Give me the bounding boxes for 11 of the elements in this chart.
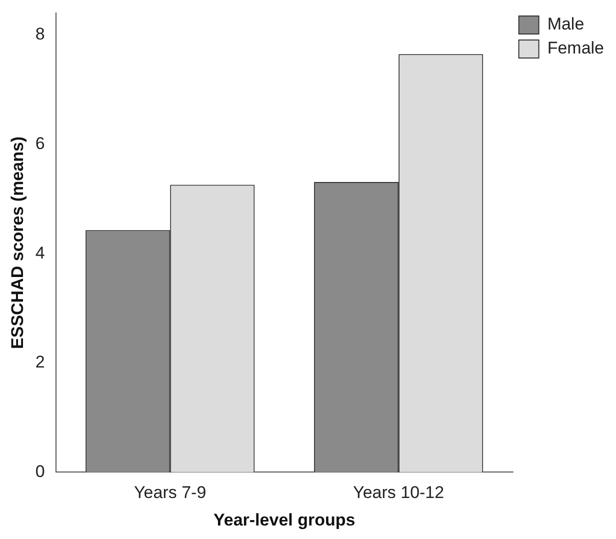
y-tick-label: 6 xyxy=(35,134,45,154)
x-axis-title: Year-level groups xyxy=(213,510,356,530)
legend-label: Male xyxy=(547,14,584,34)
y-tick-label: 4 xyxy=(35,243,45,262)
x-tick-label: Years 7-9 xyxy=(134,483,206,502)
y-axis-title: ESSCHAD scores (means) xyxy=(8,136,27,349)
y-tick-label: 0 xyxy=(35,462,45,481)
x-tick-label: Years 10-12 xyxy=(353,483,444,502)
legend-label: Female xyxy=(547,38,604,58)
y-tick-label: 2 xyxy=(35,352,45,372)
y-tick-label: 8 xyxy=(35,24,45,44)
